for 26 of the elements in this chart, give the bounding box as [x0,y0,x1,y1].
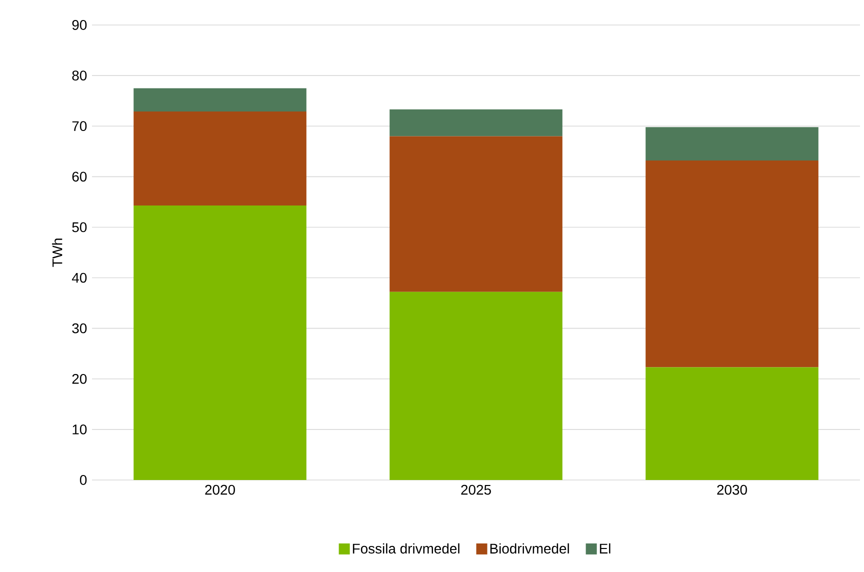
x-tick-label: 2020 [205,484,235,495]
y-tick-label: 40 [72,272,87,283]
bar [390,109,562,136]
bar [646,127,818,160]
y-tick-label: 20 [72,374,87,384]
bar [134,111,306,206]
x-tick-label: 2030 [717,484,747,495]
bar [390,292,562,480]
bar [646,160,818,368]
y-tick-label: 0 [80,475,87,485]
y-tick-label: 90 [72,20,87,30]
bar [134,88,306,112]
bar [646,367,818,480]
y-tick-label: 10 [72,424,87,434]
y-tick-label: 50 [72,222,87,232]
legend-label: Biodrivmedel [490,543,569,554]
x-tick-label: 2025 [461,484,491,495]
y-axis-title: TWh [52,238,62,267]
bar [390,136,562,292]
y-tick-label: 80 [72,70,87,80]
legend-label: El [600,543,610,554]
legend-label: Fossila drivmedel [352,543,460,554]
bar [134,205,306,480]
y-tick-label: 70 [72,121,87,132]
y-tick-label: 60 [72,172,87,182]
y-tick-label: 30 [72,323,87,334]
